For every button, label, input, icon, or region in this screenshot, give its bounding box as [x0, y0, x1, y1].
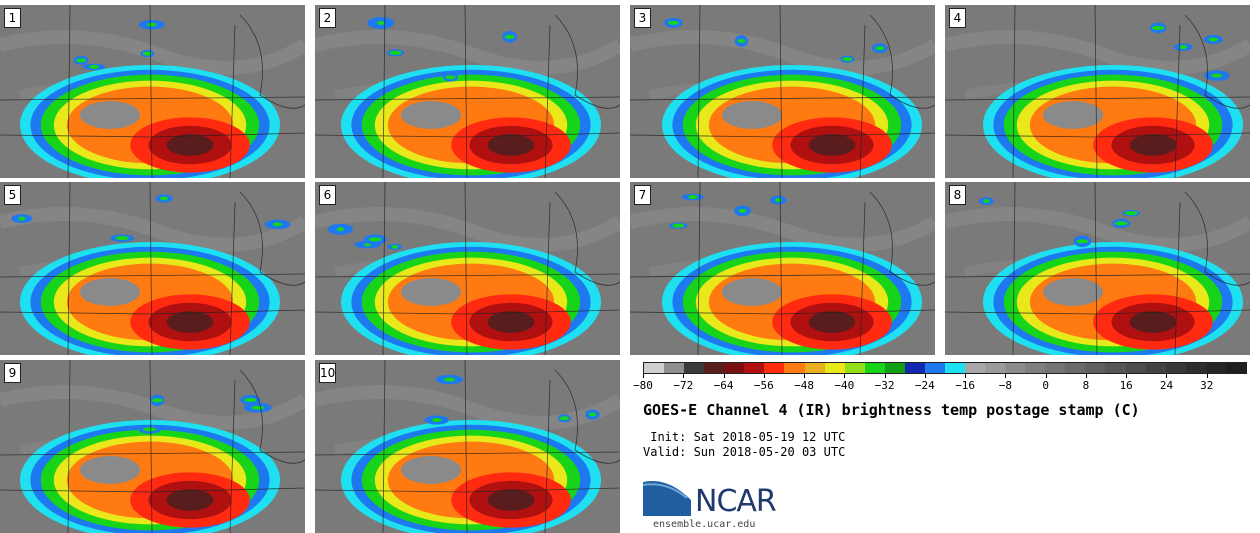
colorbar-segment	[1126, 363, 1146, 373]
colorbar-tick	[643, 374, 644, 378]
colorbar-segment	[1045, 363, 1065, 373]
colorbar-segment	[664, 363, 684, 373]
colorbar-segment	[1005, 363, 1025, 373]
colorbar-tick	[1207, 374, 1208, 378]
colorbar-segment	[945, 363, 965, 373]
colorbar-segment	[764, 363, 784, 373]
colorbar-tick-label: −64	[714, 379, 734, 392]
colorbar-tick	[764, 374, 765, 378]
colorbar-tick-label: 16	[1120, 379, 1133, 392]
logo-url: ensemble.ucar.edu	[653, 519, 755, 530]
ensemble-member-panel: 6	[315, 182, 620, 355]
panel-number-label: 6	[319, 185, 336, 205]
panel-number-label: 4	[949, 8, 966, 28]
panel-number-label: 1	[4, 8, 21, 28]
colorbar-tick	[1046, 374, 1047, 378]
ensemble-member-panel: 8	[945, 182, 1250, 355]
figure-title: GOES-E Channel 4 (IR) brightness temp po…	[643, 401, 1140, 419]
colorbar-segment	[1105, 363, 1125, 373]
colorbar-tick	[1166, 374, 1167, 378]
colorbar-segment	[825, 363, 845, 373]
colorbar-segment	[684, 363, 704, 373]
panel-number-label: 10	[319, 363, 336, 383]
colorbar-tick	[683, 374, 684, 378]
colorbar-tick	[1086, 374, 1087, 378]
colorbar-tick-label: −80	[633, 379, 653, 392]
ensemble-member-panel: 1	[0, 5, 305, 178]
colorbar-segment	[1226, 363, 1246, 373]
ensemble-member-panel: 9	[0, 360, 305, 533]
panel-number-label: 5	[4, 185, 21, 205]
colorbar-segment	[845, 363, 865, 373]
colorbar-segment	[784, 363, 804, 373]
ncar-swoosh-icon	[643, 476, 695, 518]
ensemble-member-panel: 3	[630, 5, 935, 178]
colorbar-tick-label: −72	[673, 379, 693, 392]
panel-number-label: 8	[949, 185, 966, 205]
colorbar-tick-label: −24	[915, 379, 935, 392]
colorbar-segment	[1146, 363, 1166, 373]
colorbar-tick-label: 32	[1200, 379, 1213, 392]
colorbar-tick	[1126, 374, 1127, 378]
colorbar-segment	[704, 363, 724, 373]
colorbar	[643, 362, 1247, 374]
colorbar-tick-label: −32	[875, 379, 895, 392]
colorbar-tick	[804, 374, 805, 378]
colorbar-tick-label: −40	[834, 379, 854, 392]
colorbar-segment	[644, 363, 664, 373]
panel-number-label: 3	[634, 8, 651, 28]
valid-time: Valid: Sun 2018-05-20 03 UTC	[643, 445, 845, 459]
colorbar-tick-label: −8	[999, 379, 1012, 392]
colorbar-segment	[805, 363, 825, 373]
ensemble-member-panel: 7	[630, 182, 935, 355]
colorbar-tick-label: −48	[794, 379, 814, 392]
ncar-logo: NCAR ensemble.ucar.edu	[643, 476, 803, 526]
colorbar-segment	[985, 363, 1005, 373]
panel-number-label: 9	[4, 363, 21, 383]
colorbar-segment	[1206, 363, 1226, 373]
colorbar-tick-label: 8	[1083, 379, 1090, 392]
ensemble-member-panel: 10	[315, 360, 620, 533]
colorbar-tick	[885, 374, 886, 378]
panel-number-label: 2	[319, 8, 336, 28]
colorbar-tick-label: 0	[1042, 379, 1049, 392]
colorbar-tick	[925, 374, 926, 378]
ensemble-member-panel: 4	[945, 5, 1250, 178]
colorbar-segment	[1186, 363, 1206, 373]
colorbar-segment	[1065, 363, 1085, 373]
colorbar-tick-label: −16	[955, 379, 975, 392]
colorbar-segment	[744, 363, 764, 373]
colorbar-segment	[885, 363, 905, 373]
colorbar-tick	[1005, 374, 1006, 378]
colorbar-tick	[965, 374, 966, 378]
colorbar-segment	[865, 363, 885, 373]
colorbar-ticks: −80−72−64−56−48−40−32−24−16−808162432	[643, 374, 1247, 394]
colorbar-tick	[844, 374, 845, 378]
colorbar-segment	[1025, 363, 1045, 373]
colorbar-tick-label: −56	[754, 379, 774, 392]
colorbar-tick-label: 24	[1160, 379, 1173, 392]
colorbar-segment	[1166, 363, 1186, 373]
colorbar-segment	[724, 363, 744, 373]
panel-number-label: 7	[634, 185, 651, 205]
colorbar-segment	[905, 363, 925, 373]
colorbar-segment	[965, 363, 985, 373]
colorbar-segment	[1085, 363, 1105, 373]
ensemble-member-panel: 2	[315, 5, 620, 178]
colorbar-segment	[925, 363, 945, 373]
init-time: Init: Sat 2018-05-19 12 UTC	[643, 430, 845, 444]
colorbar-tick	[724, 374, 725, 378]
ensemble-member-panel: 5	[0, 182, 305, 355]
logo-text: NCAR	[695, 484, 776, 519]
